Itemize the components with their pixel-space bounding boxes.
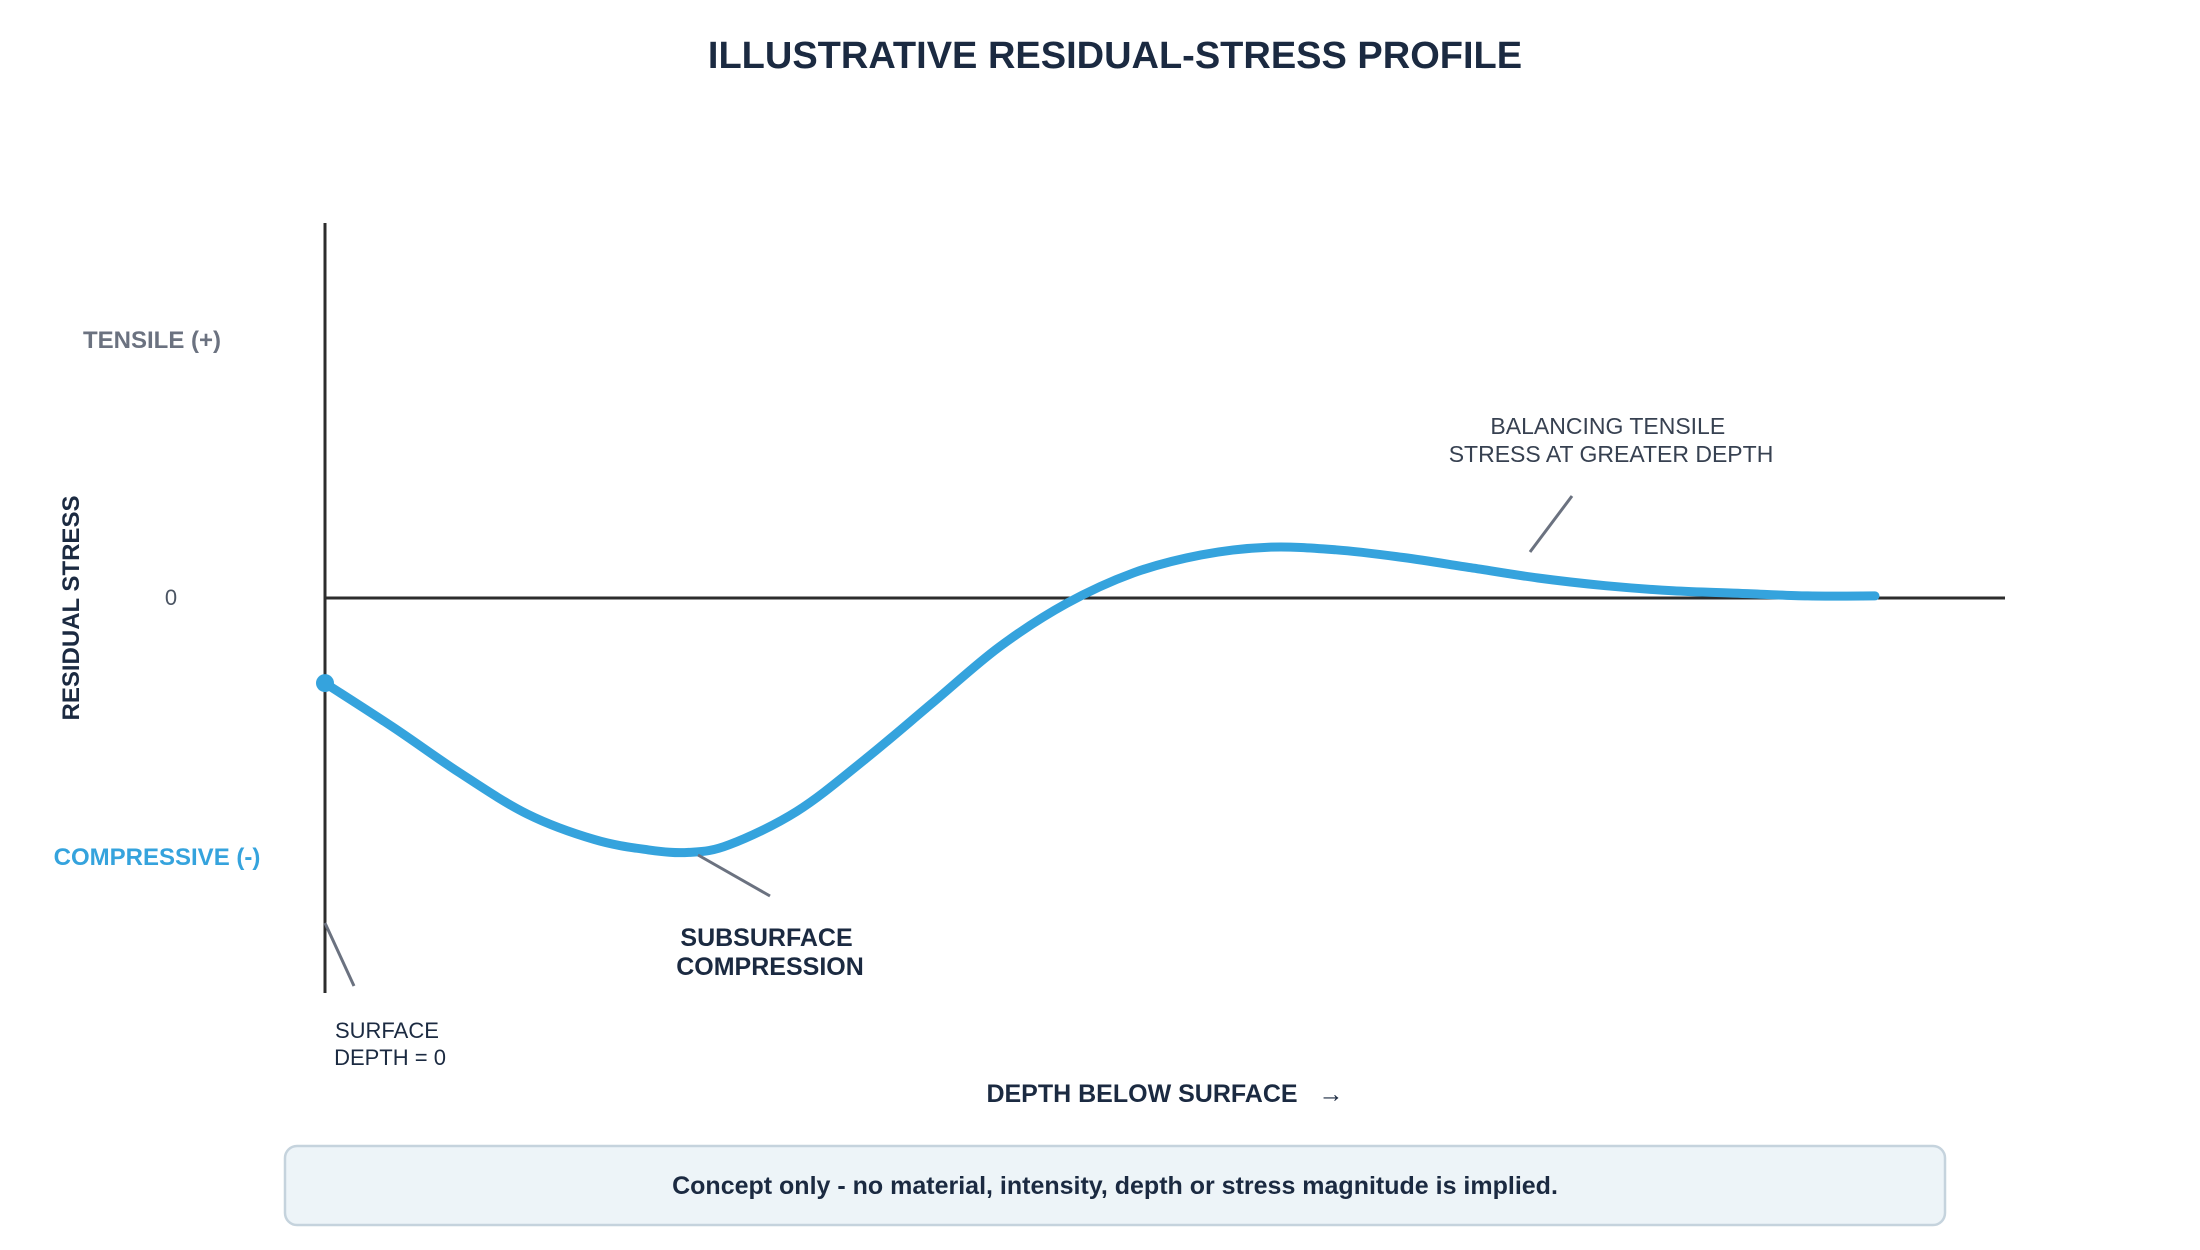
subsurface-annotation-line-1: SUBSURFACE — [680, 924, 852, 952]
x-axis-label-text: DEPTH BELOW SURFACE — [986, 1080, 1297, 1108]
surface-annotation-line-1: SURFACE — [335, 1018, 439, 1043]
x-axis-arrow-icon: → — [1319, 1080, 1344, 1108]
subsurface-annotation-line-2: COMPRESSION — [676, 953, 864, 981]
surface-annotation-line-2: DEPTH = 0 — [334, 1045, 446, 1070]
subsurface-annotation: SUBSURFACE COMPRESSION — [676, 924, 864, 981]
y-axis-label: RESIDUAL STRESS — [58, 496, 85, 721]
y-tick-tensile: TENSILE (+) — [83, 327, 221, 354]
note-box — [283, 1144, 1947, 1227]
chart-title: ILLUSTRATIVE RESIDUAL-STRESS PROFILE — [708, 35, 1522, 77]
balancing-annotation-line-2: STRESS AT GREATER DEPTH — [1449, 441, 1774, 467]
surface-annotation: SURFACE DEPTH = 0 — [334, 1018, 446, 1070]
balancing-leader — [1528, 495, 1574, 553]
y-tick-compressive: COMPRESSIVE (-) — [54, 844, 261, 871]
y-tick-zero: 0 — [165, 585, 177, 610]
x-axis-label: DEPTH BELOW SURFACE → — [986, 1080, 1343, 1108]
balancing-annotation-line-1: BALANCING TENSILE — [1490, 413, 1725, 439]
stress-curve — [320, 542, 1880, 858]
subsurface-leader — [697, 853, 771, 898]
surface-leader — [323, 922, 356, 987]
note-text: Concept only - no material, intensity, d… — [672, 1172, 1558, 1200]
surface-point — [316, 674, 334, 693]
balancing-annotation: BALANCING TENSILE STRESS AT GREATER DEPT… — [1449, 413, 1774, 467]
